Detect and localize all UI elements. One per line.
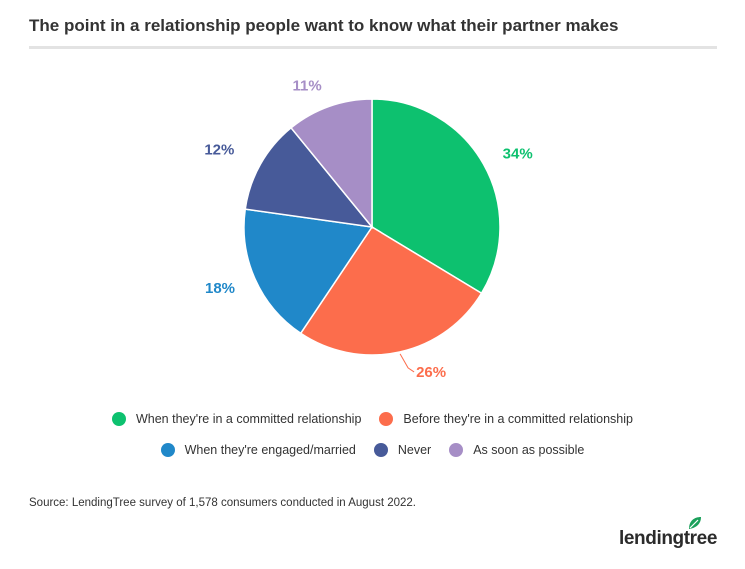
legend-label: As soon as possible (473, 443, 585, 457)
lendingtree-logo: lendingtree (618, 528, 717, 549)
legend-label: When they're in a committed relationship (135, 412, 362, 426)
legend-item-committed[interactable]: When they're in a committed relationship (111, 412, 362, 426)
source-note: Source: LendingTree survey of 1,578 cons… (29, 497, 416, 509)
legend-label: Before they're in a committed relationsh… (403, 412, 633, 426)
legend-swatch (160, 443, 175, 457)
title-divider (29, 46, 717, 49)
pie-slice (371, 98, 501, 295)
pie-chart: 34% 26% 18% 12% 11% (204, 78, 533, 381)
leaf-icon (689, 517, 701, 529)
label-leader-line (399, 353, 415, 373)
slice-data-label: 34% (503, 145, 533, 162)
legend-swatch (373, 443, 388, 457)
legend-row-2: When they're engaged/married Never As so… (0, 443, 745, 457)
legend-row-1: When they're in a committed relationship… (0, 412, 745, 426)
legend-swatch (111, 412, 126, 426)
legend-item-asap[interactable]: As soon as possible (449, 443, 584, 457)
pie-slice (290, 98, 373, 230)
pie-slice (244, 126, 374, 229)
slice-data-label: 18% (205, 280, 235, 297)
chart-title: The point in a relationship people want … (29, 16, 619, 35)
pie-slice (243, 208, 374, 335)
legend-item-before-committed[interactable]: Before they're in a committed relationsh… (379, 412, 633, 426)
legend-item-engaged-married[interactable]: When they're engaged/married (160, 443, 356, 457)
slice-data-label: 12% (204, 141, 234, 158)
slice-data-label: 26% (416, 364, 446, 381)
pie-slice (299, 225, 483, 356)
legend-label: Never (397, 443, 432, 457)
legend-swatch (379, 412, 394, 426)
legend-swatch (449, 443, 464, 457)
slice-data-label: 11% (292, 78, 321, 95)
legend-label: When they're engaged/married (184, 443, 356, 457)
legend-item-never[interactable]: Never (373, 443, 432, 457)
